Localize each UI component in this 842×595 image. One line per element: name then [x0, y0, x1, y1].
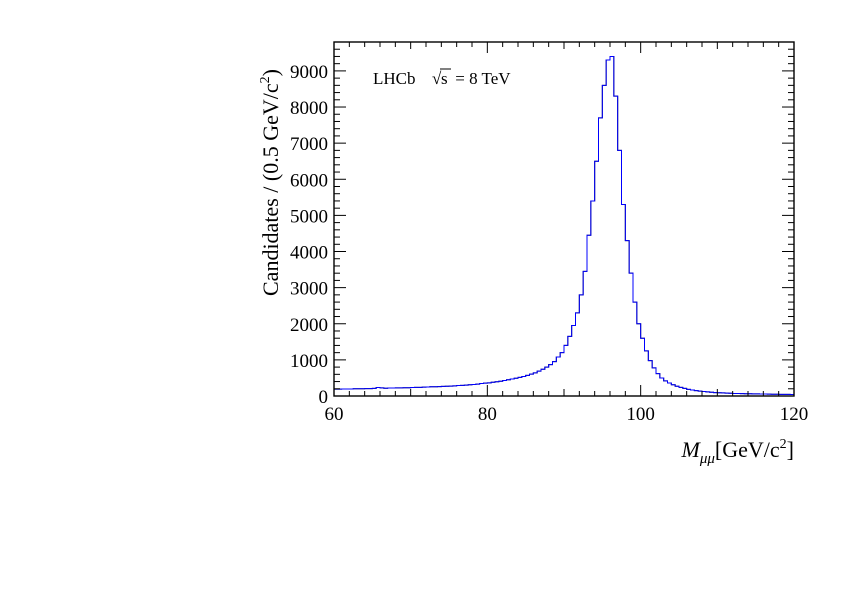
energy-label: = 8 TeV [451, 69, 511, 88]
y-tick-label: 4000 [290, 243, 328, 264]
axes: 60 80 100 120 0 1000 2000 3000 4000 5000 6000 7000 8… [290, 41, 809, 425]
sqrt-s: s [441, 69, 448, 88]
y-tick-label: 3000 [290, 279, 328, 300]
x-tick-label: 100 [626, 404, 655, 425]
annotation-label: LHCb [373, 69, 416, 88]
x-tick-label: 60 [325, 404, 344, 425]
x-tick-label: 80 [478, 404, 497, 425]
data-histogram-line [334, 55, 794, 395]
y-tick-label: 0 [319, 387, 329, 408]
x-tick-label: 120 [780, 404, 809, 425]
y-tick-label: 9000 [290, 62, 328, 83]
y-tick-label: 8000 [290, 98, 328, 119]
y-tick-label: 7000 [290, 134, 328, 155]
y-axis-label: Candidates / (0.5 GeV/c2) [258, 69, 283, 296]
plot-area [334, 55, 794, 395]
y-tick-label: 2000 [290, 315, 328, 336]
y-tick-label: 1000 [290, 351, 328, 372]
fit-histogram-line [334, 55, 794, 395]
plot-frame [333, 41, 795, 397]
y-tick-label: 5000 [290, 206, 328, 227]
y-tick-label: 6000 [290, 170, 328, 191]
x-axis-label: Mμμ[GeV/c2] [681, 437, 794, 467]
lhcb-annotation: LHCb √ s = 8 TeV [373, 68, 511, 88]
sqrt-symbol: √ [432, 69, 442, 88]
